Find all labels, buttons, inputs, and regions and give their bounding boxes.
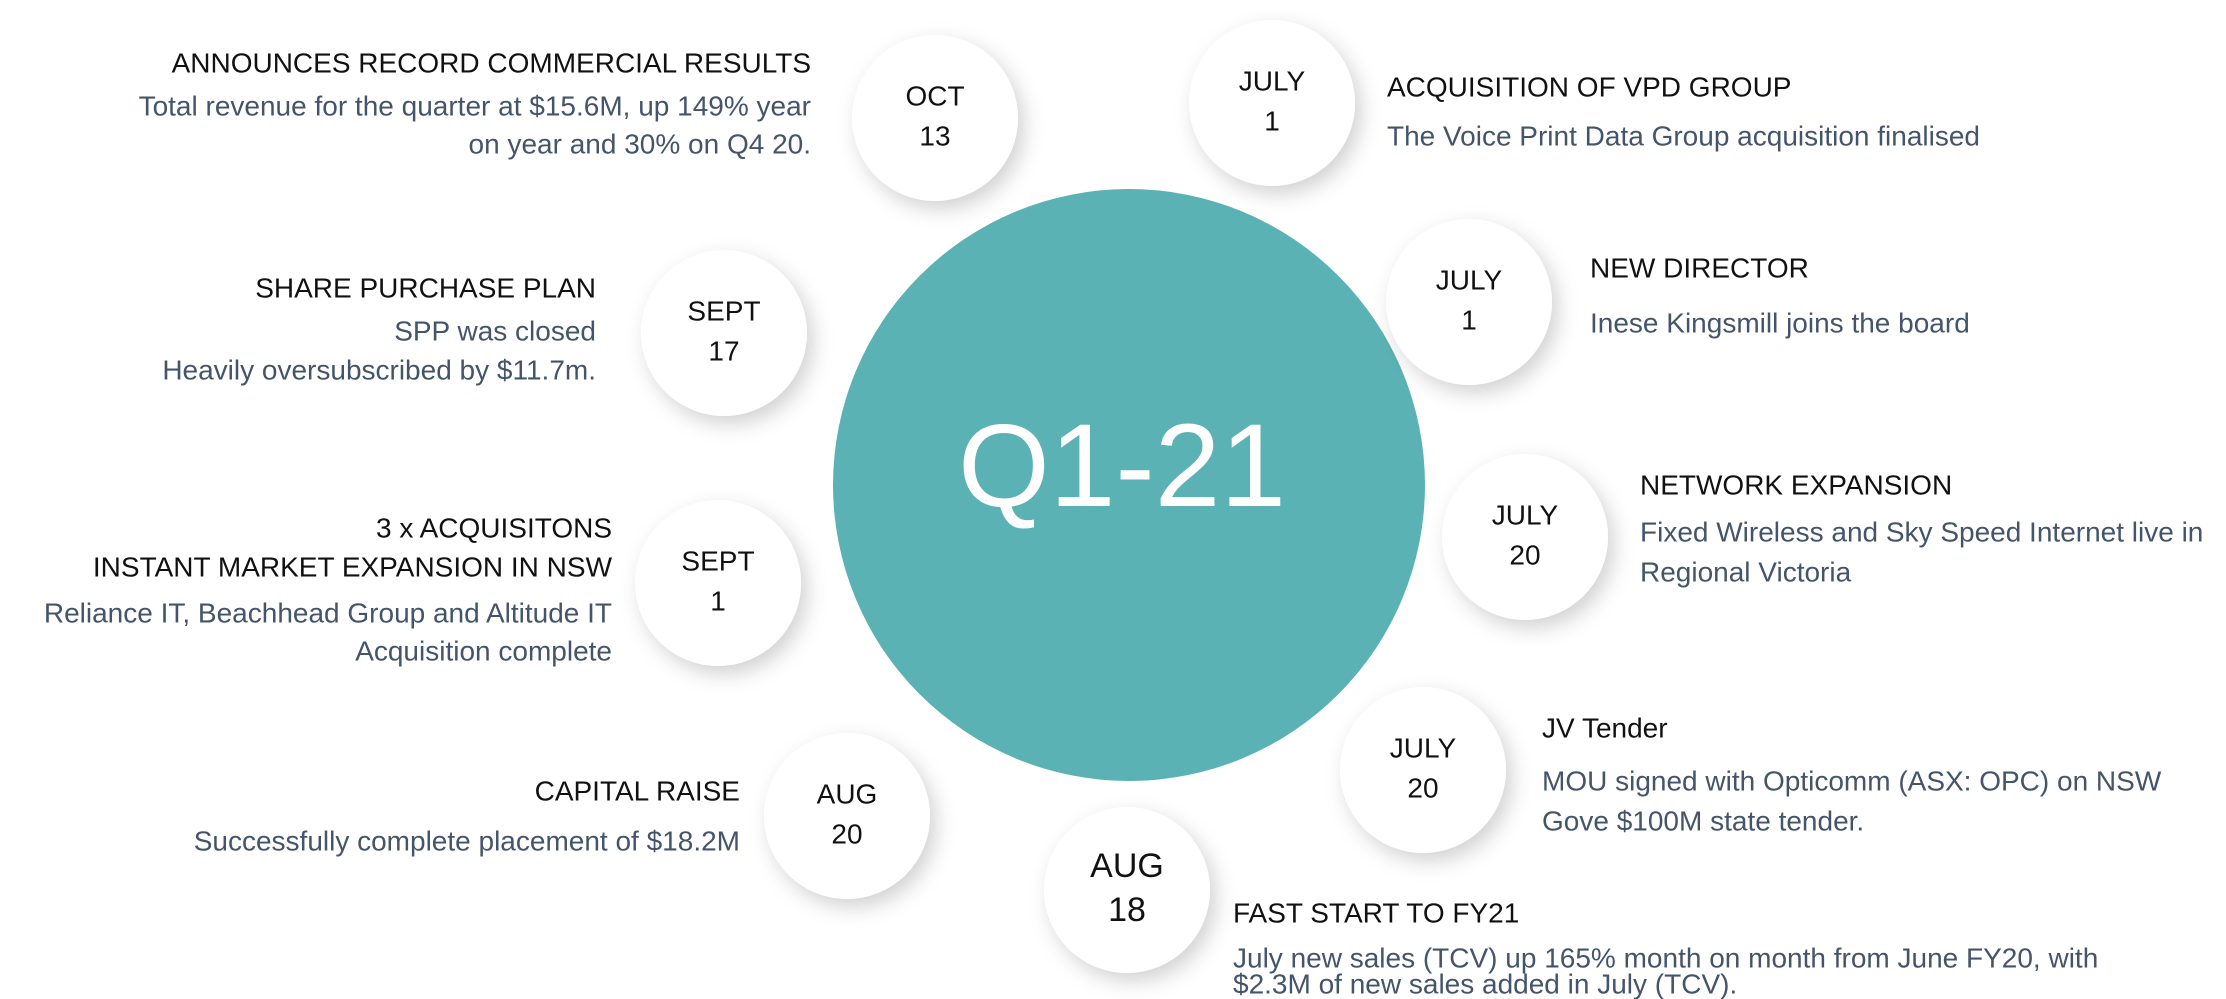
event-description: SPP was closed <box>394 315 596 346</box>
event-title: ANNOUNCES RECORD COMMERCIAL RESULTS <box>172 47 811 78</box>
center-circle <box>833 189 1425 781</box>
date-circle <box>1189 20 1355 186</box>
event-title: NEW DIRECTOR <box>1590 252 1809 283</box>
date-day: 1 <box>1461 304 1477 335</box>
event-description: on year and 30% on Q4 20. <box>469 128 811 159</box>
date-day: 17 <box>708 335 739 366</box>
event-title: 3 x ACQUISITONS <box>376 512 612 543</box>
event-description: Successfully complete placement of $18.2… <box>194 825 740 856</box>
date-month: AUG <box>817 778 878 809</box>
event-description: Heavily oversubscribed by $11.7m. <box>162 354 596 385</box>
event-description: $2.3M of new sales added in July (TCV). <box>1233 968 1737 999</box>
event-description: The Voice Print Data Group acquisition f… <box>1387 120 1980 151</box>
events: OCT 13 ANNOUNCES RECORD COMMERCIAL RESULTS… <box>44 20 2203 999</box>
date-circle <box>1340 687 1506 853</box>
date-circle <box>635 500 801 666</box>
event-title: ACQUISITION OF VPD GROUP <box>1387 71 1791 102</box>
event-description: Acquisition complete <box>355 635 612 666</box>
date-day: 20 <box>1509 539 1540 570</box>
event-description: Total revenue for the quarter at $15.6M,… <box>139 90 811 121</box>
date-month: JULY <box>1239 65 1306 96</box>
date-circle <box>852 35 1018 201</box>
event-description: MOU signed with Opticomm (ASX: OPC) on N… <box>1542 765 2162 796</box>
event-title: FAST START TO FY21 <box>1233 897 1519 928</box>
date-day: 13 <box>919 120 950 151</box>
event-description: Fixed Wireless and Sky Speed Internet li… <box>1640 516 2203 547</box>
event-title: INSTANT MARKET EXPANSION IN NSW <box>93 551 613 582</box>
event-title: CAPITAL RAISE <box>535 775 740 806</box>
date-month: AUG <box>1090 847 1164 885</box>
date-day: 1 <box>710 585 726 616</box>
event-title: JV Tender <box>1542 712 1668 743</box>
date-day: 20 <box>1407 772 1438 803</box>
date-month: JULY <box>1492 499 1559 530</box>
date-circle <box>641 250 807 416</box>
date-month: SEPT <box>687 295 760 326</box>
event-title: SHARE PURCHASE PLAN <box>255 272 596 303</box>
date-day: 1 <box>1264 105 1280 136</box>
date-circle <box>1442 454 1608 620</box>
date-month: SEPT <box>681 545 754 576</box>
date-month: OCT <box>905 80 964 111</box>
date-day: 20 <box>831 818 862 849</box>
center-label: Q1-21 <box>958 400 1286 532</box>
date-day: 18 <box>1108 891 1146 929</box>
event-description: Regional Victoria <box>1640 556 1852 587</box>
event-description: July new sales (TCV) up 165% month on mo… <box>1233 942 2098 973</box>
date-circle <box>764 733 930 899</box>
date-circle <box>1386 219 1552 385</box>
date-month: JULY <box>1436 264 1503 295</box>
event-description: Reliance IT, Beachhead Group and Altitud… <box>44 597 612 628</box>
date-circle <box>1044 807 1210 973</box>
event-description: Inese Kingsmill joins the board <box>1590 307 1970 338</box>
event-description: Gove $100M state tender. <box>1542 805 1864 836</box>
event-title: NETWORK EXPANSION <box>1640 469 1952 500</box>
date-month: JULY <box>1390 732 1457 763</box>
